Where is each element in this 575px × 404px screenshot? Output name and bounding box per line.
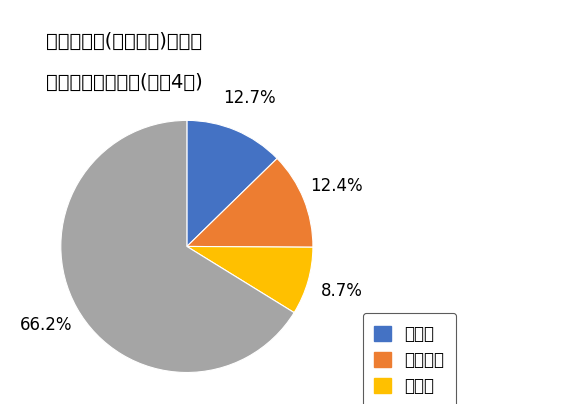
Wedge shape (187, 158, 313, 247)
Text: 12.4%: 12.4% (310, 177, 363, 195)
Text: 全国に占める割合(令和4年): 全国に占める割合(令和4年) (46, 73, 203, 92)
Wedge shape (187, 120, 277, 246)
Text: 12.7%: 12.7% (223, 89, 276, 107)
Legend: 静岡県, 鹿児島県, 群馬県, その他: 静岡県, 鹿児島県, 群馬県, その他 (362, 313, 456, 404)
Wedge shape (61, 120, 294, 372)
Text: 8.7%: 8.7% (321, 282, 363, 300)
Wedge shape (187, 246, 313, 313)
Text: 66.2%: 66.2% (20, 316, 72, 334)
Text: 生しいたけ(原木栽培)生産量: 生しいたけ(原木栽培)生産量 (46, 32, 202, 51)
